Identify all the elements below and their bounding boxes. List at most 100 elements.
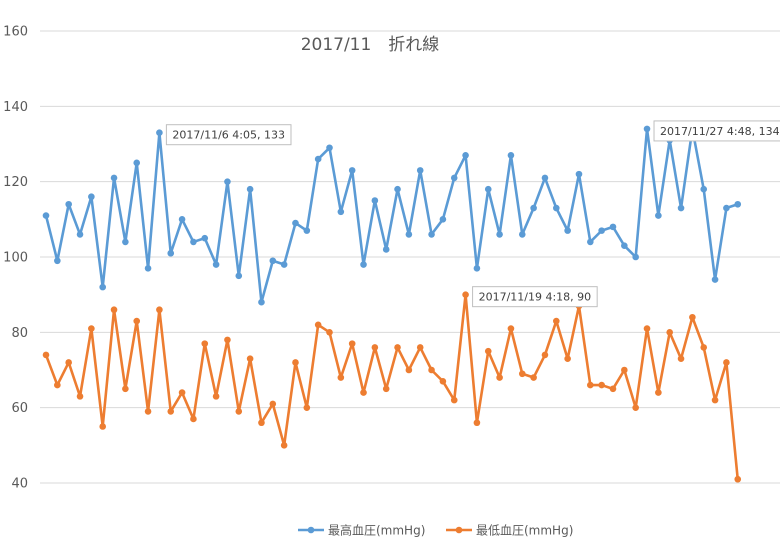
data-point bbox=[382, 246, 390, 253]
data-point bbox=[439, 216, 447, 223]
data-point bbox=[587, 238, 594, 246]
data-callout-box bbox=[472, 286, 598, 308]
series-lines bbox=[42, 125, 742, 483]
y-tick-label: 140 bbox=[3, 100, 28, 115]
data-point bbox=[711, 276, 719, 283]
data-point bbox=[178, 389, 186, 396]
y-axis-tick-labels: 40 60 80 100 120 140 160 bbox=[3, 25, 28, 492]
data-point bbox=[711, 396, 719, 404]
data-point bbox=[54, 381, 61, 389]
data-point bbox=[416, 167, 424, 174]
data-point bbox=[337, 374, 345, 381]
data-point bbox=[564, 355, 571, 363]
data-point bbox=[54, 257, 61, 265]
data-callout-label: 2017/11/27 4:48, 134 bbox=[660, 125, 780, 138]
data-point bbox=[530, 204, 537, 212]
data-point bbox=[235, 272, 243, 280]
data-point bbox=[609, 223, 617, 231]
data-point bbox=[42, 212, 50, 219]
data-point bbox=[280, 442, 288, 449]
data-point bbox=[598, 227, 605, 234]
data-point bbox=[734, 200, 742, 208]
data-point bbox=[201, 340, 209, 347]
data-point bbox=[677, 355, 685, 363]
data-point bbox=[235, 408, 243, 415]
data-point bbox=[394, 185, 401, 193]
data-point bbox=[88, 193, 95, 201]
data-point bbox=[394, 344, 401, 351]
data-point bbox=[190, 415, 197, 423]
series-line bbox=[44, 293, 740, 481]
data-point bbox=[224, 178, 231, 185]
data-point bbox=[462, 152, 469, 159]
data-point bbox=[416, 344, 424, 351]
data-callout-label: 2017/11/19 4:18, 90 bbox=[479, 291, 592, 304]
series-2 bbox=[42, 291, 742, 483]
data-point bbox=[292, 359, 299, 366]
data-point bbox=[689, 313, 696, 321]
data-point bbox=[258, 419, 265, 427]
data-point bbox=[326, 329, 333, 336]
data-point bbox=[246, 185, 254, 193]
data-point bbox=[133, 317, 141, 325]
data-point bbox=[382, 385, 390, 393]
data-point bbox=[450, 174, 458, 182]
data-point bbox=[303, 404, 311, 411]
legend: 最高血圧(mmHg) 最低血圧(mmHg) bbox=[298, 523, 573, 538]
data-point bbox=[190, 238, 197, 246]
data-point bbox=[122, 385, 129, 393]
data-point bbox=[655, 212, 662, 219]
data-point bbox=[99, 423, 106, 430]
data-point bbox=[212, 393, 220, 400]
data-callouts: 2017/11/6 4:05, 133 2017/11/27 4:48, 134 2… bbox=[165, 120, 780, 308]
data-point bbox=[65, 200, 72, 208]
data-point bbox=[666, 329, 673, 336]
data-callout-label: 2017/11/6 4:05, 133 bbox=[172, 129, 285, 142]
data-point bbox=[700, 185, 708, 193]
data-point bbox=[76, 231, 84, 238]
data-point bbox=[632, 253, 639, 261]
data-point bbox=[450, 396, 458, 404]
legend-swatch-marker bbox=[455, 526, 463, 534]
data-point bbox=[473, 419, 481, 427]
data-point bbox=[496, 231, 503, 238]
data-point bbox=[144, 408, 152, 415]
data-point bbox=[621, 366, 628, 374]
data-point bbox=[326, 144, 333, 152]
data-point bbox=[348, 167, 356, 174]
data-point bbox=[156, 306, 163, 314]
data-point bbox=[530, 374, 537, 381]
series-line bbox=[44, 127, 740, 304]
data-point bbox=[462, 291, 469, 298]
legend-swatch-marker bbox=[307, 526, 315, 534]
data-point bbox=[405, 366, 413, 374]
data-point bbox=[609, 385, 617, 393]
data-point bbox=[212, 261, 220, 268]
data-point bbox=[541, 351, 549, 359]
data-point bbox=[292, 219, 299, 227]
data-point bbox=[371, 197, 379, 204]
data-point bbox=[88, 325, 95, 332]
data-point bbox=[598, 381, 605, 389]
legend-item: 最低血圧(mmHg) bbox=[446, 524, 573, 538]
data-point bbox=[723, 359, 730, 366]
data-point bbox=[621, 242, 628, 249]
data-point bbox=[553, 204, 560, 212]
data-point bbox=[303, 227, 311, 234]
legend-label: 最低血圧(mmHg) bbox=[476, 524, 573, 538]
data-point bbox=[734, 475, 742, 483]
data-point bbox=[723, 204, 730, 212]
data-point bbox=[655, 389, 662, 396]
data-callout: 2017/11/6 4:05, 133 bbox=[165, 124, 292, 146]
data-point bbox=[360, 389, 367, 396]
series-1 bbox=[42, 125, 742, 306]
data-point bbox=[473, 265, 481, 272]
y-tick-label: 100 bbox=[3, 251, 28, 266]
data-point bbox=[632, 404, 639, 411]
data-point bbox=[518, 370, 526, 378]
data-point bbox=[405, 231, 413, 238]
data-point bbox=[144, 265, 152, 272]
data-point bbox=[553, 317, 560, 325]
data-point bbox=[224, 336, 231, 344]
